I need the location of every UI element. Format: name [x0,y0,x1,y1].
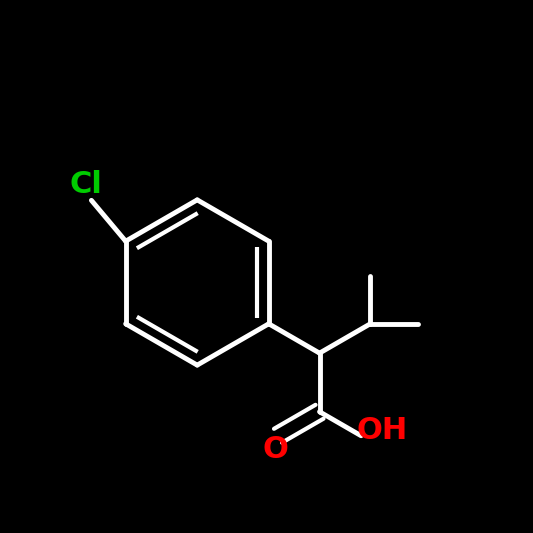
Text: Cl: Cl [70,170,102,199]
Text: O: O [262,434,288,464]
Text: OH: OH [357,416,408,445]
